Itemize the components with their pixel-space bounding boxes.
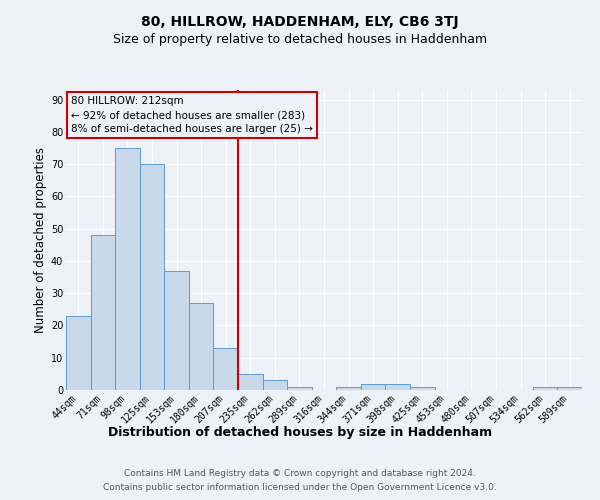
Bar: [263, 380, 287, 390]
Text: Contains public sector information licensed under the Open Government Licence v3: Contains public sector information licen…: [103, 484, 497, 492]
Bar: [214, 348, 238, 390]
Y-axis label: Number of detached properties: Number of detached properties: [34, 147, 47, 333]
Bar: [189, 303, 214, 390]
Bar: [140, 164, 164, 390]
Bar: [410, 387, 434, 390]
Bar: [66, 316, 91, 390]
Bar: [557, 387, 582, 390]
Text: 80, HILLROW, HADDENHAM, ELY, CB6 3TJ: 80, HILLROW, HADDENHAM, ELY, CB6 3TJ: [141, 15, 459, 29]
Bar: [91, 235, 115, 390]
Bar: [164, 270, 189, 390]
Text: Contains HM Land Registry data © Crown copyright and database right 2024.: Contains HM Land Registry data © Crown c…: [124, 468, 476, 477]
Bar: [336, 387, 361, 390]
Bar: [533, 387, 557, 390]
Text: Distribution of detached houses by size in Haddenham: Distribution of detached houses by size …: [108, 426, 492, 439]
Bar: [115, 148, 140, 390]
Bar: [385, 384, 410, 390]
Text: Size of property relative to detached houses in Haddenham: Size of property relative to detached ho…: [113, 32, 487, 46]
Bar: [287, 387, 312, 390]
Bar: [361, 384, 385, 390]
Bar: [238, 374, 263, 390]
Text: 80 HILLROW: 212sqm
← 92% of detached houses are smaller (283)
8% of semi-detache: 80 HILLROW: 212sqm ← 92% of detached hou…: [71, 96, 313, 134]
